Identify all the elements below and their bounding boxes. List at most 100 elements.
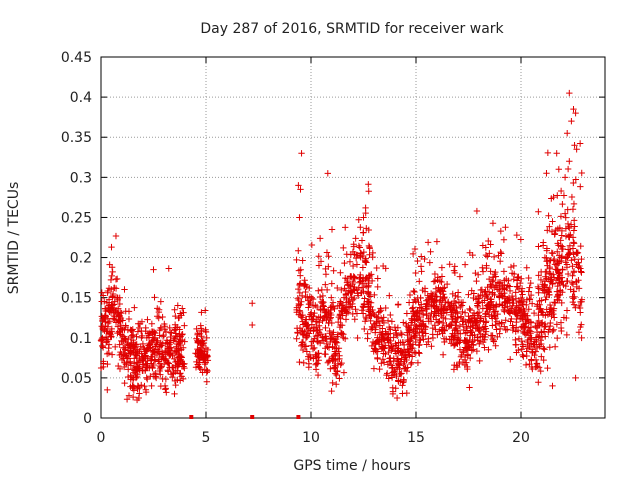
data-point: [380, 359, 388, 366]
data-point: [130, 339, 137, 347]
data-point: [403, 356, 410, 364]
data-point: [457, 303, 464, 311]
data-point: [518, 346, 526, 353]
data-point: [351, 283, 358, 291]
data-point: [472, 269, 479, 277]
data-point: [558, 253, 566, 260]
data-point: [527, 279, 534, 287]
data-point: [420, 336, 427, 343]
data-point: [370, 365, 378, 372]
data-point: [321, 350, 328, 358]
data-point: [548, 228, 556, 235]
data-point: [311, 309, 318, 317]
data-point: [302, 316, 309, 323]
data-point: [474, 310, 481, 318]
data-point: [578, 334, 585, 342]
data-point: [359, 284, 366, 291]
data-point: [104, 386, 111, 394]
data-point: [334, 331, 341, 338]
data-point: [97, 364, 105, 372]
data-point: [347, 273, 354, 280]
data-point: [487, 296, 494, 303]
data-point: [457, 353, 465, 360]
data-point: [356, 244, 364, 251]
data-point: [517, 294, 525, 302]
data-point: [530, 309, 538, 317]
y-tick-label: 0: [83, 411, 92, 427]
data-point: [103, 337, 111, 345]
data-point: [477, 286, 485, 294]
data-point: [326, 327, 333, 335]
data-point: [111, 316, 118, 323]
data-point: [378, 343, 385, 350]
data-point: [570, 179, 577, 187]
ticks: 0 0.05 0.1 0.15 0.2 0.25 0.3 0.35 0.4 0.45 0 5 10 15 2…: [61, 50, 605, 446]
data-point: [351, 316, 358, 323]
data-point: [121, 286, 128, 293]
data-point: [385, 375, 392, 382]
data-point: [299, 321, 307, 328]
data-point: [164, 367, 172, 374]
data-point: [113, 294, 121, 301]
data-point: [387, 311, 394, 319]
data-point: [489, 315, 496, 322]
data-point: [461, 309, 469, 316]
data-point: [485, 346, 492, 353]
data-point: [411, 245, 419, 253]
data-point: [468, 287, 475, 294]
data-point: [354, 251, 361, 259]
data-point: [203, 378, 211, 385]
data-point: [415, 322, 423, 329]
data-point: [385, 330, 392, 338]
data-point: [149, 363, 156, 371]
data-point: [166, 324, 173, 332]
data-point: [416, 329, 423, 336]
data-point: [452, 309, 459, 316]
data-point: [332, 363, 339, 371]
data-point: [99, 315, 106, 323]
data-point: [313, 351, 320, 359]
data-point: [340, 334, 347, 341]
data-point: [112, 232, 120, 240]
data-point: [394, 324, 402, 331]
data-point: [474, 271, 482, 278]
data-point: [518, 285, 526, 292]
data-point: [523, 348, 530, 355]
data-point: [494, 310, 501, 318]
data-point: [338, 322, 346, 329]
data-point: [555, 279, 563, 286]
data-point: [469, 338, 476, 345]
data-point: [300, 280, 308, 288]
data-point: [296, 324, 304, 332]
data-point: [454, 363, 461, 371]
data-point: [120, 355, 127, 362]
data-point: [364, 335, 371, 342]
data-point: [569, 272, 576, 279]
data-point: [148, 382, 155, 390]
data-point: [535, 243, 542, 250]
data-point: [459, 308, 466, 316]
data-point: [177, 310, 184, 317]
data-point: [517, 236, 525, 243]
data-point: [414, 257, 421, 265]
data-point: [339, 301, 347, 309]
data-point: [537, 305, 544, 312]
data-point: [319, 292, 327, 300]
data-point: [119, 332, 126, 339]
data-point: [315, 253, 322, 260]
data-point: [425, 335, 432, 342]
data-point: [528, 300, 536, 307]
data-point: [171, 321, 179, 328]
data-point: [500, 236, 508, 243]
data-point: [374, 354, 381, 362]
data-point: [554, 258, 562, 266]
x-tick-label: 15: [407, 430, 425, 446]
data-point: [204, 357, 212, 364]
data-point: [486, 250, 493, 257]
data-point: [203, 334, 210, 342]
data-point: [109, 268, 116, 276]
data-point: [540, 345, 547, 352]
data-points: [97, 89, 586, 419]
data-point: [544, 289, 551, 296]
data-point: [522, 361, 530, 369]
